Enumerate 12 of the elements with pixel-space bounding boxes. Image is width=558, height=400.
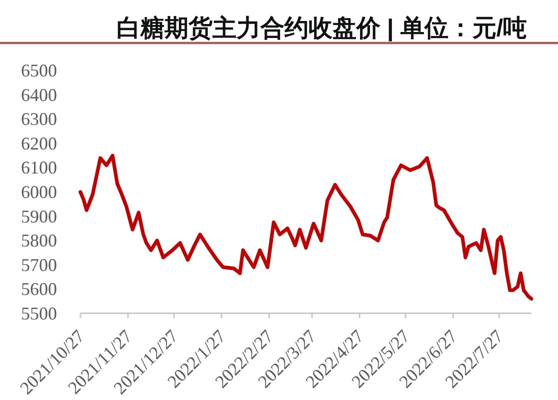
y-tick-label: 6400 — [21, 84, 57, 105]
y-tick-label: 6100 — [21, 158, 57, 178]
y-tick-label: 6000 — [21, 182, 57, 202]
y-tick-label: 6500 — [21, 60, 57, 81]
y-tick-label: 5900 — [21, 206, 57, 226]
y-tick-label: 5500 — [21, 303, 57, 324]
y-tick-label: 6200 — [21, 133, 57, 154]
y-tick-label: 5600 — [21, 279, 57, 300]
y-tick-label: 5800 — [21, 230, 57, 251]
y-tick-label: 5700 — [21, 254, 57, 275]
title: 白糖期货主力合约收盘价 | 单位：元/吨 — [116, 15, 527, 42]
y-tick-label: 6300 — [21, 109, 57, 130]
